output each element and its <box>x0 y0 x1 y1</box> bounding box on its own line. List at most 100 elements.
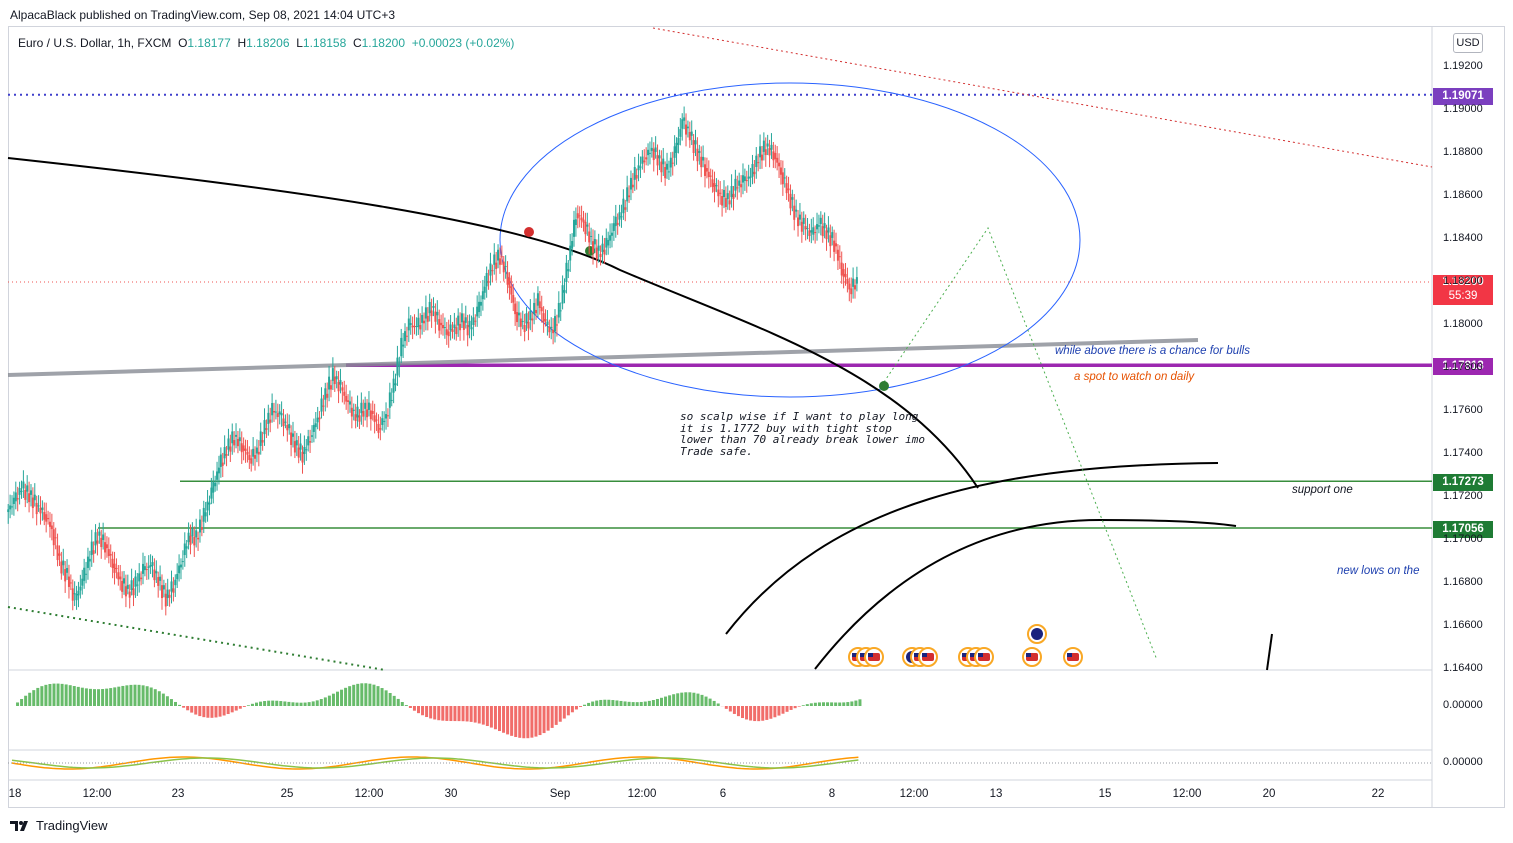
oscillator-bar <box>680 692 684 706</box>
oscillator-bar <box>263 701 267 706</box>
candle-body <box>605 237 608 248</box>
candle-body <box>850 288 853 295</box>
candle-body <box>252 448 255 457</box>
oscillator-bar <box>190 706 194 713</box>
candle-body <box>318 417 321 420</box>
candle-body <box>274 411 277 413</box>
candle-body <box>333 376 336 385</box>
candle-body <box>597 245 600 251</box>
candle-body <box>326 393 329 398</box>
oscillator-bar <box>441 706 445 721</box>
oscillator-bar <box>141 685 145 706</box>
us-flag-canton <box>978 653 983 657</box>
us-flag-canton <box>852 653 857 657</box>
symbol-legend: Euro / U.S. Dollar, 1h, FXCM O1.18177 H1… <box>18 36 514 50</box>
candle-body <box>367 402 370 410</box>
price-tick-label: 1.17800 <box>1443 361 1483 373</box>
candle-body <box>210 487 213 499</box>
currency-button[interactable]: USD <box>1453 33 1483 53</box>
candle-body <box>656 155 659 166</box>
candle-body <box>402 344 405 347</box>
oscillator-bar <box>88 688 92 706</box>
candle-body <box>430 310 433 317</box>
oscillator-bar <box>595 700 599 706</box>
oscillator-bar <box>518 706 522 738</box>
oscillator-bar <box>647 700 651 706</box>
candle-body <box>536 293 539 306</box>
time-tick-label: 12:00 <box>627 788 657 800</box>
candle-body <box>354 414 357 421</box>
oscillator-bar <box>789 706 793 710</box>
oscillator-bar <box>583 704 587 706</box>
candle-body <box>310 435 313 437</box>
candle-body <box>854 285 856 290</box>
candle-body <box>626 187 629 202</box>
candle-body <box>829 235 832 247</box>
candle-body <box>303 447 306 454</box>
candle-body <box>217 467 220 474</box>
oscillator-bar <box>838 702 842 706</box>
candle-body <box>83 567 86 581</box>
candle-body <box>510 286 513 295</box>
candle-body <box>747 176 750 179</box>
candle-body <box>396 357 399 376</box>
candle-body <box>531 318 534 321</box>
candle-body <box>189 535 192 545</box>
candle-body <box>506 272 509 285</box>
candle-body <box>240 443 243 453</box>
candle-body <box>688 132 691 141</box>
candle-body <box>555 324 558 326</box>
candle-body <box>599 254 602 258</box>
oscillator-bar <box>469 706 473 722</box>
candle-body <box>379 428 382 430</box>
oscillator-bar <box>356 683 360 706</box>
candle-body <box>328 376 331 390</box>
symbol-name: Euro / U.S. Dollar, 1h, FXCM <box>18 36 172 50</box>
candle-body <box>525 313 528 324</box>
candle-body <box>749 176 752 178</box>
candle-body <box>683 117 686 121</box>
candle-body <box>698 150 701 153</box>
candle-body <box>56 545 59 561</box>
oscillator-bar <box>522 706 526 739</box>
candle-body <box>320 398 323 412</box>
candle-body <box>789 193 792 209</box>
oscillator-bar <box>692 692 696 706</box>
oscillator-bar <box>765 706 769 720</box>
candle-body <box>35 502 38 515</box>
oscillator-bar <box>558 706 562 722</box>
candle-body <box>26 485 29 492</box>
candle-body <box>607 239 610 246</box>
oscillator-bar <box>639 701 643 706</box>
candle-body <box>64 569 67 582</box>
candle-body <box>341 387 344 391</box>
oscillator-bar <box>498 706 501 732</box>
oscillator-bar <box>93 689 96 706</box>
candle-body <box>631 184 634 188</box>
candle-body <box>117 572 120 580</box>
oscillator-bar <box>186 706 190 711</box>
price-tick-label: 1.19000 <box>1443 103 1483 115</box>
candle-body <box>176 574 179 580</box>
candle-body <box>757 162 760 164</box>
candle-body <box>432 306 435 308</box>
oscillator-bar <box>603 699 607 706</box>
candle-body <box>722 189 725 198</box>
candle-body <box>119 576 122 580</box>
candle-body <box>624 207 627 210</box>
candle-body <box>852 278 855 287</box>
candle-body <box>60 561 63 574</box>
oscillator-bar <box>850 701 854 706</box>
candle-body <box>557 302 560 318</box>
oscillator-bar <box>396 698 400 706</box>
candle-body <box>111 558 114 569</box>
candle-body <box>629 177 632 190</box>
candle-body <box>498 258 501 265</box>
candle-body <box>183 543 186 556</box>
oscillator-bar <box>566 706 570 716</box>
oscillator-bar <box>24 695 28 706</box>
us-flag-canton <box>868 653 873 657</box>
oscillator-bar <box>404 705 408 706</box>
tradingview-logo[interactable]: TradingView <box>10 818 108 833</box>
